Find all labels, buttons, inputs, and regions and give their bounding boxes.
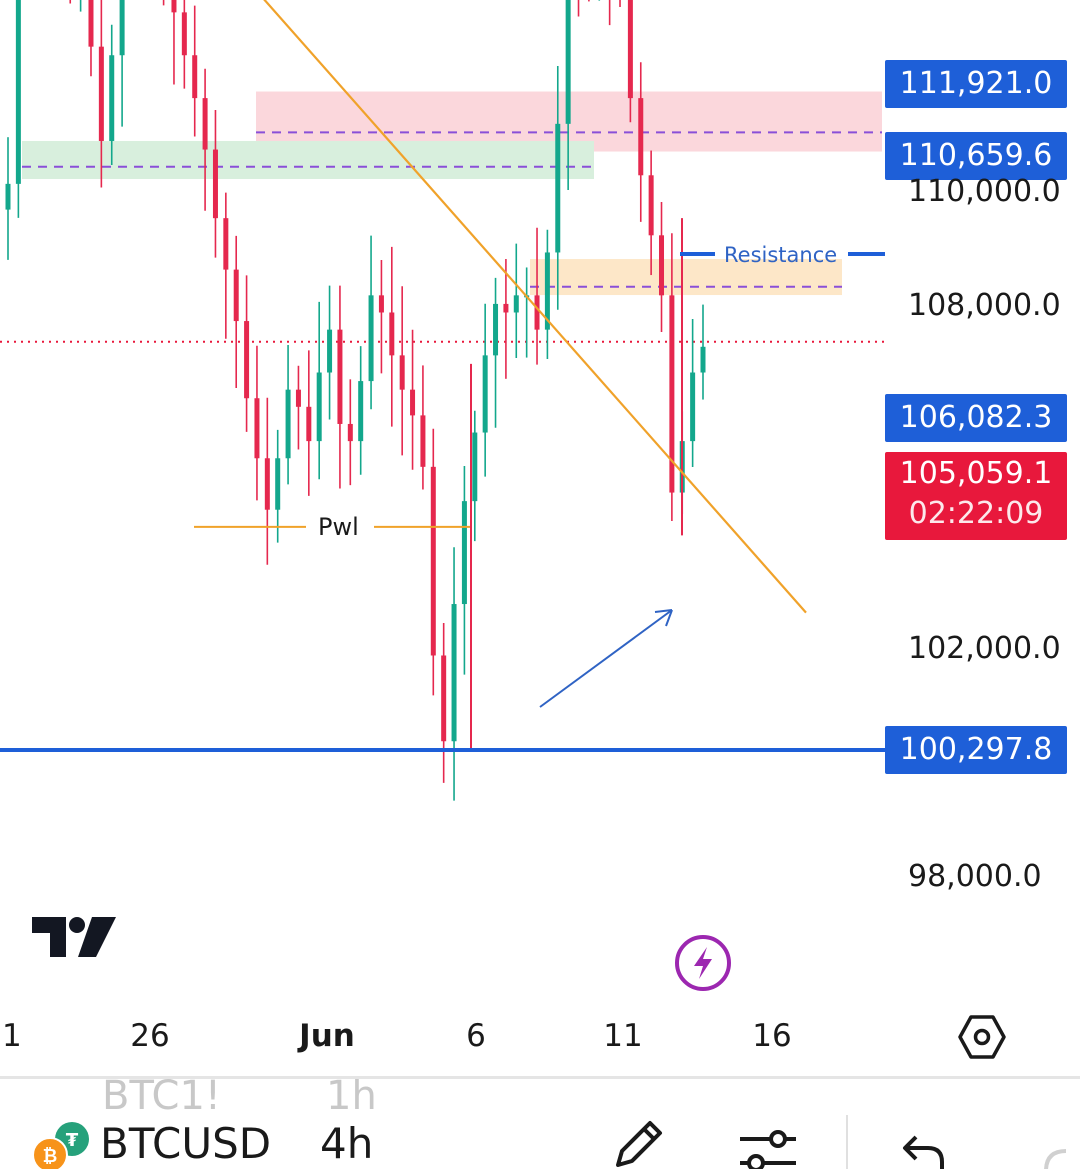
candle-body bbox=[98, 46, 104, 141]
tradingview-logo[interactable] bbox=[32, 915, 116, 959]
candle-body bbox=[306, 406, 312, 442]
candle-body bbox=[254, 398, 260, 459]
candle-body bbox=[181, 12, 187, 56]
candle-body bbox=[461, 501, 467, 605]
toolbar-separator bbox=[846, 1115, 848, 1169]
candle-body bbox=[420, 415, 426, 467]
time-tick: 6 bbox=[466, 1018, 486, 1054]
candle-body bbox=[378, 295, 384, 313]
price-tick: 98,000.0 bbox=[908, 859, 1042, 894]
svg-text:₿: ₿ bbox=[43, 1146, 58, 1167]
annotation-arrow-head bbox=[654, 609, 673, 627]
candle-body bbox=[244, 321, 250, 399]
candle-body bbox=[192, 55, 198, 99]
candle-body bbox=[638, 98, 644, 176]
bar-countdown: 02:22:09 bbox=[908, 496, 1044, 531]
time-tick: 11 bbox=[603, 1018, 643, 1054]
interval-ghost: 1h bbox=[326, 1079, 377, 1119]
pwh-price-tag: 110,659.6 bbox=[885, 132, 1067, 180]
symbol-ghost: BTC1! bbox=[102, 1079, 221, 1119]
candle-body bbox=[389, 312, 395, 356]
candle-body bbox=[119, 0, 125, 56]
redo-icon[interactable] bbox=[1038, 1141, 1080, 1169]
candle-body bbox=[669, 295, 675, 493]
candle-body bbox=[15, 0, 21, 184]
candle-body bbox=[264, 458, 270, 510]
candle-body bbox=[410, 389, 416, 416]
lightning-icon[interactable] bbox=[674, 934, 732, 992]
candle-body bbox=[690, 372, 696, 442]
candle-body bbox=[700, 346, 706, 373]
candle-body bbox=[648, 175, 654, 236]
candle-body bbox=[565, 0, 571, 124]
candle-body bbox=[544, 252, 550, 330]
pwl-label: Pwl bbox=[318, 513, 359, 541]
candle-body bbox=[358, 381, 364, 442]
price-chart[interactable]: PmhPwhPwlResistance bbox=[0, 0, 1080, 1075]
price-tick: 110,000.0 bbox=[908, 174, 1061, 209]
time-tick: 16 bbox=[752, 1018, 792, 1054]
bitcoin-icon: ₮ ₿ bbox=[32, 1122, 89, 1169]
time-tick: 21 bbox=[0, 1018, 22, 1054]
candle-body bbox=[109, 55, 115, 141]
symbol-button[interactable]: BTCUSD bbox=[100, 1119, 272, 1168]
candle-body bbox=[5, 183, 11, 210]
candle-body bbox=[472, 432, 478, 502]
candle-body bbox=[368, 295, 374, 382]
current-price-tag: 105,059.1 02:22:09 bbox=[885, 452, 1067, 540]
svg-text:₮: ₮ bbox=[66, 1130, 79, 1151]
resistance-label: Resistance bbox=[724, 243, 837, 267]
time-tick-month: Jun bbox=[299, 1018, 355, 1054]
toolbar-divider bbox=[0, 1076, 1080, 1079]
resistance-price-tag: 106,082.3 bbox=[885, 394, 1067, 442]
candle-body bbox=[451, 604, 457, 742]
chart-area[interactable]: PmhPwhPwlResistance 111,921.0 110,659.6 … bbox=[0, 0, 1080, 1075]
candle-body bbox=[659, 235, 665, 296]
descending-trendline bbox=[263, 0, 807, 614]
candle-body bbox=[513, 295, 519, 313]
candle-body bbox=[223, 218, 229, 270]
candle-body bbox=[337, 329, 343, 424]
candle-body bbox=[233, 269, 239, 322]
candle-body bbox=[212, 149, 218, 219]
time-tick: 26 bbox=[130, 1018, 170, 1054]
support-price-tag: 100,297.8 bbox=[885, 726, 1067, 774]
price-tick: 108,000.0 bbox=[908, 288, 1061, 323]
interval-button[interactable]: 4h bbox=[320, 1119, 374, 1168]
undo-icon[interactable] bbox=[900, 1131, 950, 1169]
pmh-price-tag: 111,921.0 bbox=[885, 60, 1067, 108]
candle-body bbox=[88, 0, 94, 47]
demand-zone bbox=[22, 140, 594, 179]
candle-body bbox=[534, 295, 540, 330]
candle-body bbox=[493, 303, 499, 356]
candle-body bbox=[399, 355, 405, 390]
sliders-icon[interactable] bbox=[738, 1123, 798, 1169]
candle-body bbox=[202, 98, 208, 150]
candle-body bbox=[316, 372, 322, 442]
candle-body bbox=[503, 303, 509, 313]
pencil-icon[interactable] bbox=[610, 1115, 666, 1169]
candle-body bbox=[482, 355, 488, 433]
candle-body bbox=[347, 423, 353, 442]
current-price: 105,059.1 bbox=[899, 456, 1053, 491]
candle-body bbox=[275, 458, 281, 510]
annotation-arrow bbox=[539, 609, 673, 708]
candle-body bbox=[627, 0, 633, 99]
hexagon-settings-icon[interactable] bbox=[958, 1014, 1006, 1060]
candle-body bbox=[430, 466, 436, 656]
resistance-zone bbox=[530, 259, 842, 296]
bottom-toolbar: BTC1! 1h ₮ ₿ BTCUSD 4h bbox=[0, 1079, 1080, 1169]
candle-body bbox=[171, 0, 177, 13]
price-tick: 102,000.0 bbox=[908, 631, 1061, 666]
candle-body bbox=[555, 123, 561, 253]
candle-body bbox=[285, 389, 291, 459]
candle-body bbox=[295, 389, 301, 407]
candle-body bbox=[441, 655, 447, 742]
candle-body bbox=[327, 329, 333, 373]
